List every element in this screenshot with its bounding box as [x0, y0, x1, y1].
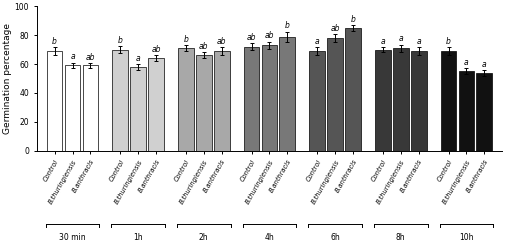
Bar — [393, 48, 409, 151]
Text: b: b — [183, 35, 188, 44]
Bar — [148, 58, 164, 151]
Bar — [47, 51, 63, 151]
Bar — [178, 48, 194, 151]
Bar — [113, 50, 128, 151]
Bar — [310, 51, 325, 151]
Text: b: b — [446, 37, 451, 46]
Text: 30 min: 30 min — [59, 233, 86, 242]
Text: b: b — [52, 37, 57, 46]
Text: a: a — [136, 54, 140, 63]
Y-axis label: Germination percentage: Germination percentage — [3, 23, 12, 134]
Text: 4h: 4h — [265, 233, 274, 242]
Text: a: a — [398, 34, 403, 43]
Bar — [130, 67, 146, 151]
Bar — [459, 71, 474, 151]
Text: a: a — [315, 37, 320, 46]
Bar — [375, 50, 391, 151]
Text: 2h: 2h — [199, 233, 209, 242]
Bar — [279, 37, 295, 151]
Bar — [244, 47, 260, 151]
Bar — [196, 55, 212, 151]
Text: ab: ab — [217, 37, 226, 46]
Text: ab: ab — [86, 53, 95, 62]
Text: b: b — [118, 36, 123, 45]
Text: 1h: 1h — [133, 233, 143, 242]
Bar — [65, 65, 80, 151]
Text: 10h: 10h — [459, 233, 474, 242]
Bar — [345, 28, 361, 151]
Text: a: a — [416, 37, 421, 46]
Text: ab: ab — [265, 32, 274, 41]
Text: b: b — [350, 15, 356, 24]
Text: a: a — [381, 36, 385, 45]
Bar — [262, 45, 277, 151]
Text: b: b — [285, 21, 290, 30]
Bar — [411, 51, 427, 151]
Bar — [214, 51, 230, 151]
Text: a: a — [70, 52, 75, 61]
Text: ab: ab — [330, 24, 340, 33]
Text: ab: ab — [199, 42, 209, 51]
Bar — [82, 65, 98, 151]
Text: a: a — [482, 60, 487, 69]
Text: 6h: 6h — [330, 233, 340, 242]
Bar — [476, 73, 492, 151]
Text: 8h: 8h — [396, 233, 406, 242]
Text: ab: ab — [152, 45, 161, 54]
Text: a: a — [464, 58, 469, 67]
Text: ab: ab — [247, 33, 257, 42]
Bar — [441, 51, 457, 151]
Bar — [327, 38, 343, 151]
